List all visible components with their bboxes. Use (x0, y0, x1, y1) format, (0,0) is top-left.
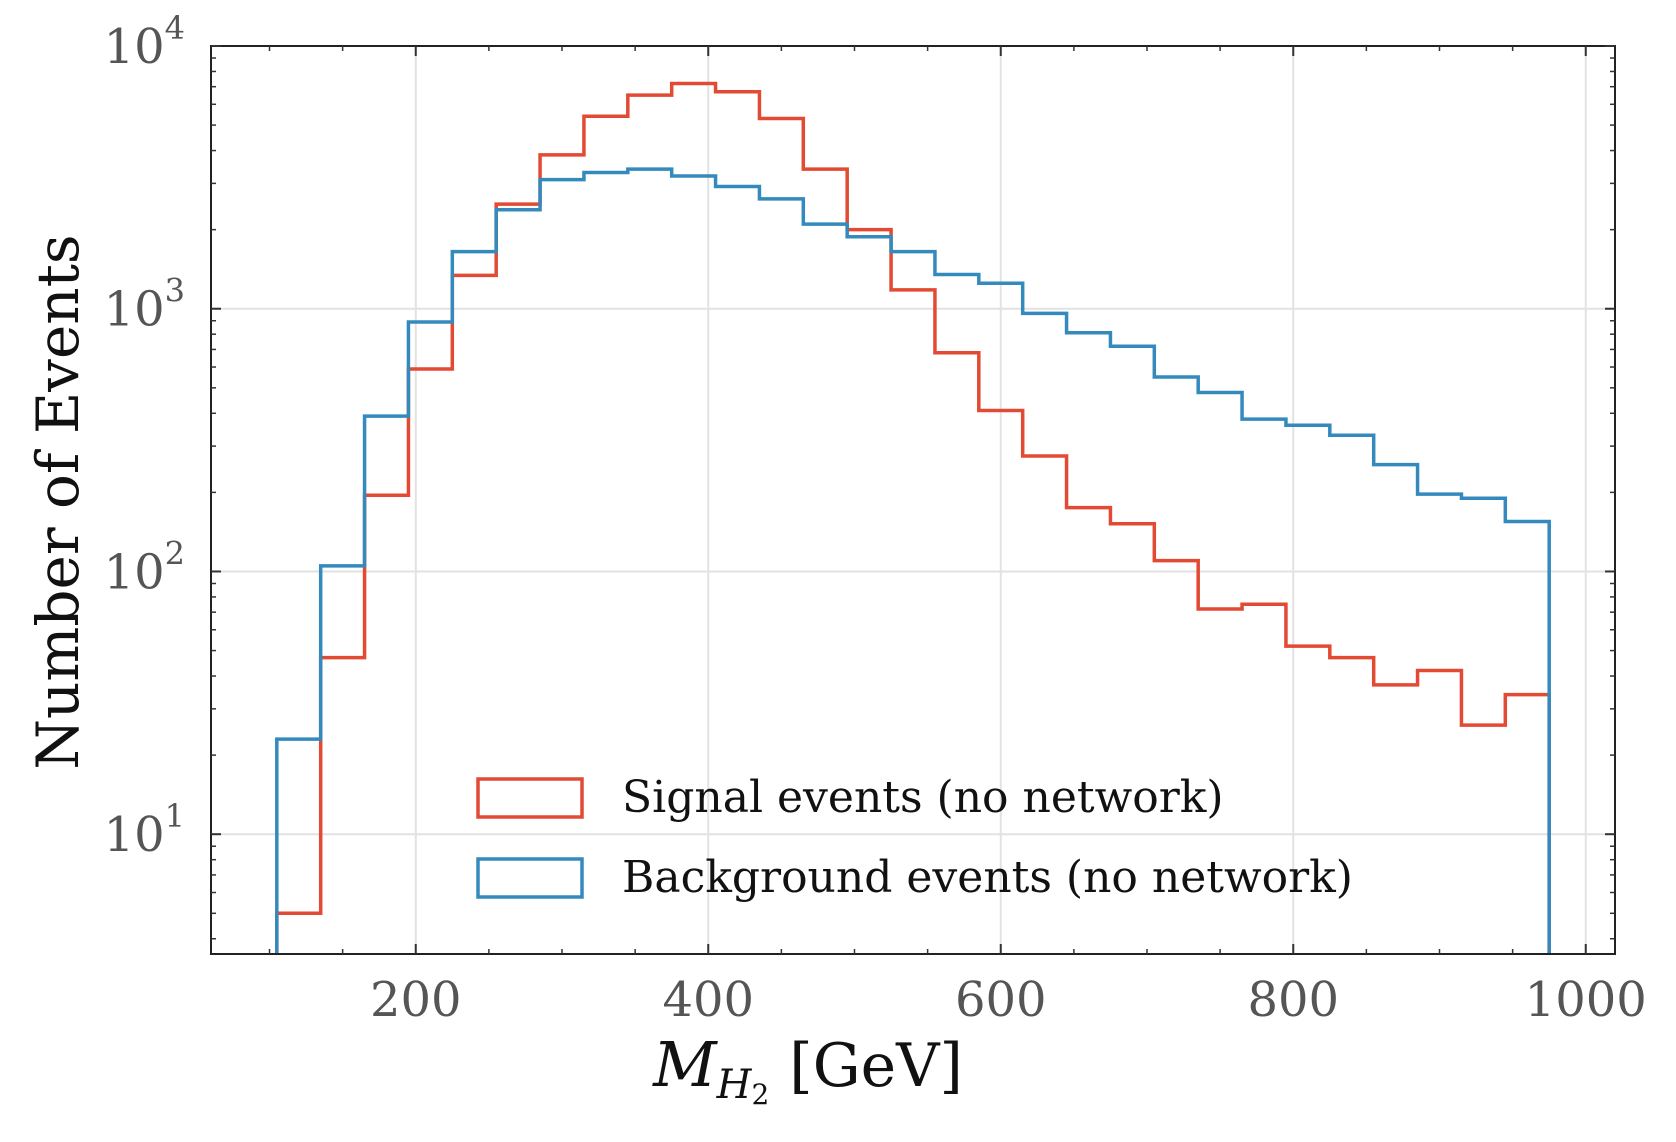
plot-frame (210, 45, 1616, 955)
grid (211, 46, 1615, 954)
y-tick-exponent: 3 (165, 272, 185, 310)
y-tick-label: 101 (104, 797, 185, 863)
x-tick-label: 600 (955, 972, 1047, 1028)
x-axis-sub-subscript: 2 (751, 1078, 769, 1111)
y-tick-base: 10 (104, 807, 165, 863)
ticks (211, 45, 1615, 954)
x-axis-unit: [GeV] (789, 1031, 963, 1101)
x-tick-label: 1000 (1525, 972, 1647, 1028)
x-axis-subscript: H (716, 1062, 753, 1108)
background-histogram (275, 167, 1551, 954)
y-axis-title: Number of Events (24, 234, 92, 769)
legend-label-background: Background events (no network) (622, 852, 1353, 903)
x-tick-label: 400 (662, 972, 754, 1028)
series-group (275, 81, 1551, 954)
y-tick-base: 10 (104, 544, 165, 600)
y-tick-label: 104 (104, 9, 185, 75)
y-tick-base: 10 (104, 282, 165, 338)
legend-label-signal: Signal events (no network) (622, 772, 1224, 823)
y-tick-exponent: 1 (165, 797, 185, 835)
legend-swatch-signal (476, 777, 584, 819)
x-tick-label: 800 (1247, 972, 1339, 1028)
x-axis-symbol: M (652, 1028, 718, 1101)
y-tick-label: 102 (104, 534, 185, 600)
y-tick-label: 103 (104, 272, 185, 338)
legend: Signal events (no network) Background ev… (476, 772, 1353, 903)
signal-histogram (275, 81, 1551, 954)
x-tick-label: 200 (370, 972, 462, 1028)
y-tick-exponent: 4 (165, 9, 185, 47)
y-tick-exponent: 2 (165, 534, 185, 572)
y-tick-base: 10 (104, 19, 165, 75)
legend-swatch-background (476, 857, 584, 899)
x-axis-title: MH2 [GeV] (652, 1028, 963, 1111)
